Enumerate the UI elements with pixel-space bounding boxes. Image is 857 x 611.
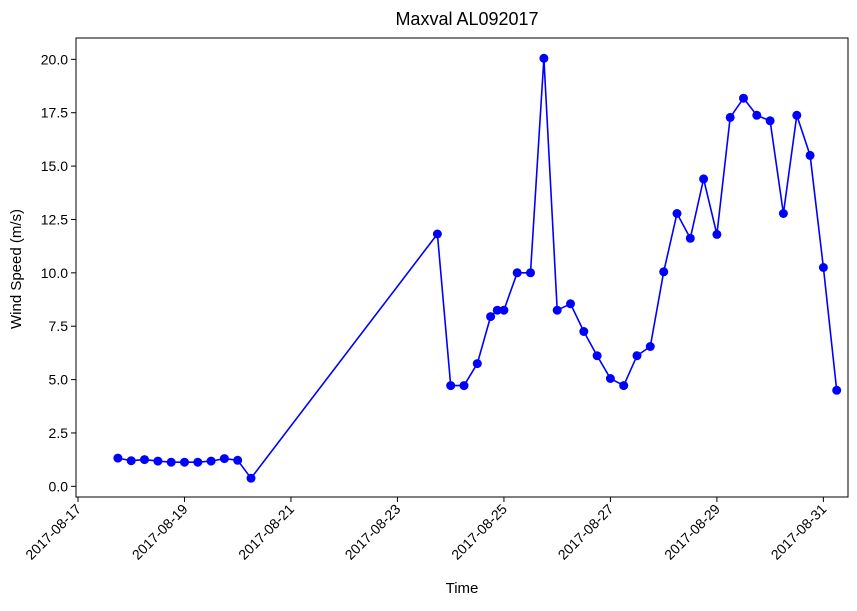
data-point bbox=[645, 342, 655, 351]
data-point bbox=[659, 267, 669, 277]
y-tick-label: 7.5 bbox=[49, 318, 69, 334]
data-point bbox=[592, 351, 602, 361]
data-point bbox=[113, 453, 123, 463]
data-point bbox=[739, 93, 748, 103]
data-point bbox=[526, 268, 535, 278]
data-point bbox=[486, 312, 496, 322]
data-point bbox=[685, 233, 695, 243]
data-point bbox=[805, 150, 815, 160]
data-point bbox=[552, 305, 562, 315]
y-tick-label: 20.0 bbox=[41, 51, 68, 67]
y-tick-label: 2.5 bbox=[49, 425, 69, 441]
y-tick-label: 12.5 bbox=[41, 211, 68, 227]
data-point bbox=[566, 299, 575, 309]
chart-title: Maxval AL092017 bbox=[395, 9, 538, 29]
data-point bbox=[193, 457, 203, 467]
y-tick-label: 17.5 bbox=[41, 105, 68, 121]
data-point bbox=[712, 229, 722, 239]
y-tick-label: 10.0 bbox=[41, 265, 68, 281]
data-point bbox=[432, 229, 442, 239]
data-point bbox=[778, 209, 788, 218]
data-point bbox=[818, 263, 828, 272]
data-point bbox=[459, 381, 469, 391]
data-point bbox=[752, 110, 762, 120]
data-point bbox=[605, 374, 615, 383]
y-tick-label: 0.0 bbox=[49, 478, 69, 494]
data-point bbox=[180, 457, 189, 467]
data-point bbox=[233, 455, 243, 465]
data-point bbox=[472, 359, 482, 369]
data-point bbox=[499, 305, 509, 315]
data-point bbox=[632, 351, 642, 361]
data-point bbox=[725, 112, 735, 122]
data-point bbox=[792, 110, 802, 120]
data-point bbox=[446, 381, 456, 391]
y-axis-label: Wind Speed (m/s) bbox=[8, 209, 25, 329]
data-point bbox=[539, 53, 549, 63]
y-tick-label: 15.0 bbox=[41, 158, 68, 174]
data-point bbox=[126, 456, 136, 466]
data-point bbox=[765, 116, 775, 126]
data-point bbox=[153, 456, 163, 466]
data-point bbox=[579, 327, 589, 336]
data-point bbox=[219, 454, 229, 464]
data-point bbox=[166, 457, 176, 467]
y-axis-ticks: 0.0 2.5 5.0 7.5 10.0 12.5 15.0 17.5 20.0 bbox=[41, 51, 76, 494]
data-point bbox=[140, 455, 149, 465]
plot-frame bbox=[75, 37, 849, 498]
series-layer bbox=[113, 53, 842, 483]
data-point bbox=[206, 456, 216, 466]
data-point bbox=[672, 209, 682, 218]
data-point bbox=[246, 473, 256, 483]
data-point bbox=[512, 268, 522, 278]
data-point bbox=[699, 174, 709, 184]
data-point bbox=[492, 305, 502, 315]
y-tick-label: 5.0 bbox=[49, 372, 69, 388]
data-point bbox=[832, 385, 842, 395]
data-point bbox=[619, 381, 629, 391]
x-axis-label: Time bbox=[446, 580, 479, 597]
